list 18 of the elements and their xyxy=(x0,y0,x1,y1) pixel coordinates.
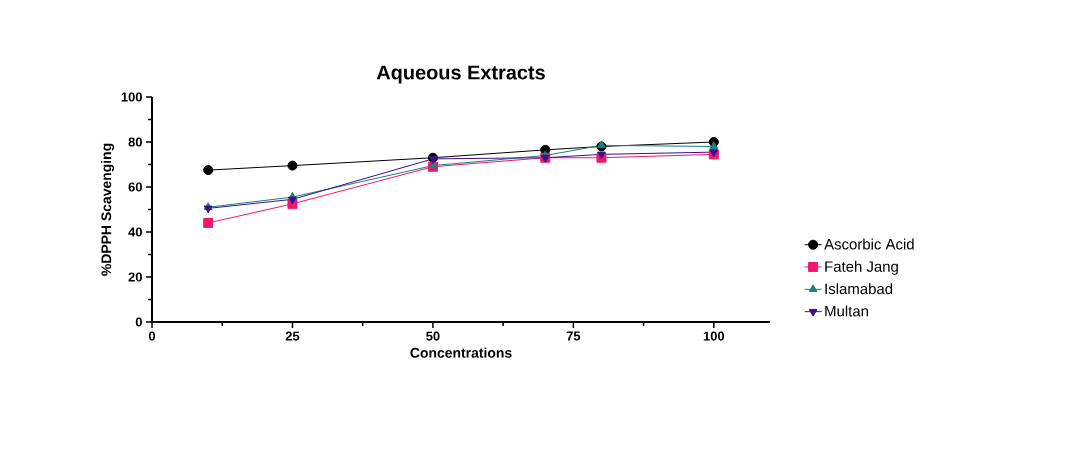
y-tick-label: 100 xyxy=(121,92,142,102)
legend-label: Fateh Jang xyxy=(825,260,898,275)
chart-title: Aqueous Extracts xyxy=(376,65,545,84)
x-tick-label: 100 xyxy=(703,331,725,341)
y-tick-label: 20 xyxy=(128,272,142,282)
y-tick-label: 80 xyxy=(128,137,142,147)
y-tick-label: 60 xyxy=(128,182,142,192)
y-tick-label: 40 xyxy=(128,227,142,237)
legend-label: Islamabad xyxy=(825,283,893,295)
x-tick-label: 75 xyxy=(566,331,581,341)
x-tick-label: 0 xyxy=(148,331,156,341)
legend-label: Multan xyxy=(825,305,868,317)
y-tick-label: 0 xyxy=(135,317,142,327)
x-tick-label: 50 xyxy=(426,331,440,341)
legend-label: Ascorbic Acid xyxy=(824,238,914,250)
x-tick-label: 25 xyxy=(285,331,300,341)
x-axis-title: Concentrations xyxy=(410,347,512,358)
y-axis-title: %DPPH Scavenging xyxy=(100,143,115,276)
